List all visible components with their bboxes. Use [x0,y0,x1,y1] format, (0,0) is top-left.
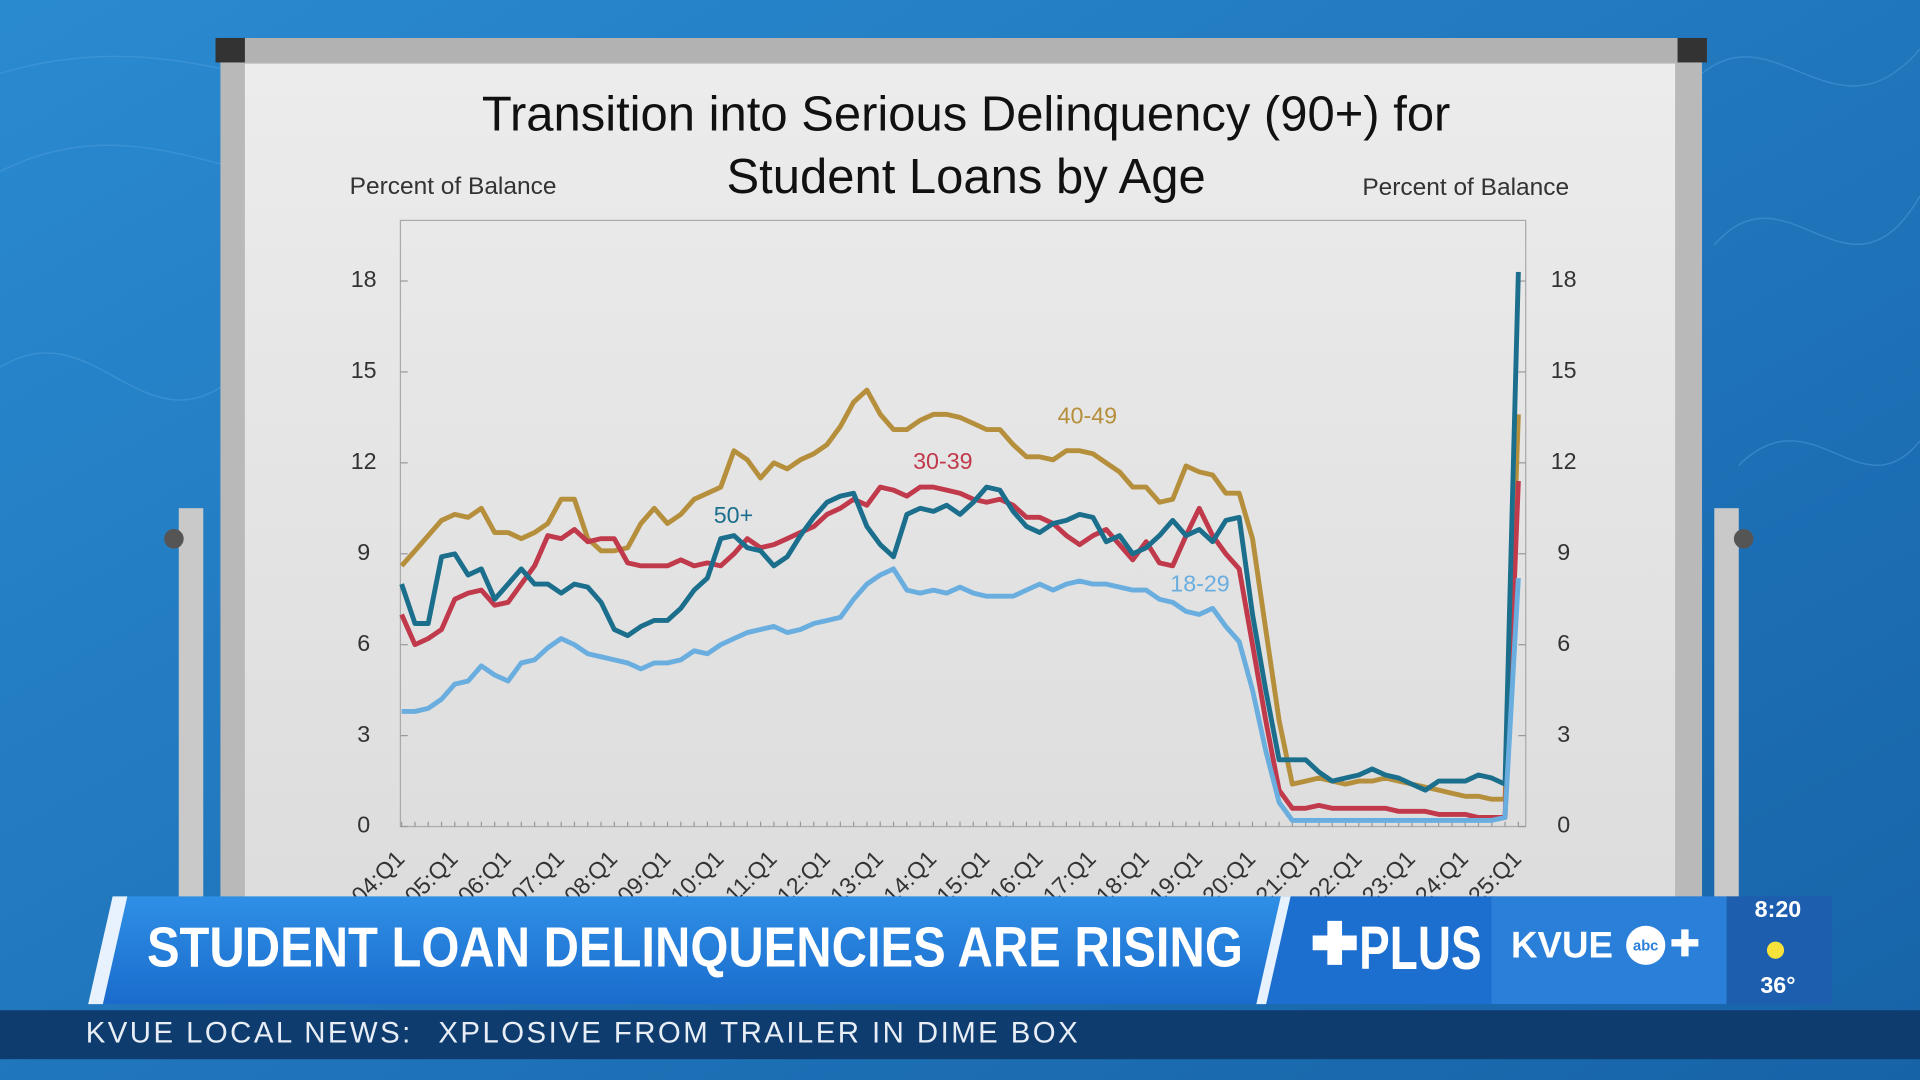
stand-leg [1714,508,1739,913]
weather-icon [1766,941,1785,959]
band-stripe [1256,896,1291,1005]
temperature: 36° [1760,972,1795,998]
y-tick-label: 3 [357,721,370,747]
board-rail [215,37,1707,63]
brand-box [1261,896,1494,1005]
network-logo [1626,925,1666,965]
stand-knob [164,528,184,549]
band-stripe [88,896,128,1005]
ticker-bar [0,1010,1920,1060]
plot-frame [399,219,1527,828]
time: 8:20 [1755,896,1802,922]
y-tick-label: 0 [357,812,370,838]
series-label: 40-49 [1058,403,1117,429]
y2-tick-label: 0 [1557,812,1570,838]
rail-cap [215,37,245,63]
y-tick-label: 12 [351,448,377,474]
rail-cap [1677,37,1707,63]
series-line [401,566,1521,823]
y-tick-label: 6 [357,630,370,656]
series-label: 30-39 [913,448,972,474]
y2-tick-label: 9 [1557,539,1570,565]
y-tick-label: 15 [351,357,377,383]
y2-axis-label: Percent of Balance [1362,174,1569,201]
y2-tick-label: 18 [1551,266,1577,292]
series-line [399,271,1521,793]
y2-tick-label: 12 [1551,448,1577,474]
y2-tick-label: 6 [1557,630,1570,656]
chart-title: Student Loans by Age [727,150,1206,204]
y-tick-label: 18 [351,266,377,292]
chart-title: Transition into Serious Delinquency (90+… [482,87,1451,141]
series-label: 18-29 [1170,570,1229,596]
ticker-text: XPLOSIVE FROM TRAILER IN DIME BOX [438,1016,1080,1049]
stand-leg [178,508,204,913]
y-axis-label: Percent of Balance [350,173,557,200]
headline: STUDENT LOAN DELINQUENCIES ARE RISING [147,915,1243,978]
ticker-label: KVUE LOCAL NEWS: [86,1016,413,1049]
network: abc [1633,938,1658,954]
series-label: 50+ [714,502,753,528]
stand-knob [1733,528,1754,549]
y2-tick-label: 15 [1551,357,1577,383]
series-line [399,480,1521,820]
plus-icon [1671,929,1699,957]
plus-icon [1312,920,1357,965]
station: KVUE [1511,924,1613,965]
brand: PLUS [1359,914,1481,982]
y2-tick-label: 3 [1557,721,1570,747]
headline-band [97,896,1286,1005]
y-tick-label: 9 [357,539,370,565]
